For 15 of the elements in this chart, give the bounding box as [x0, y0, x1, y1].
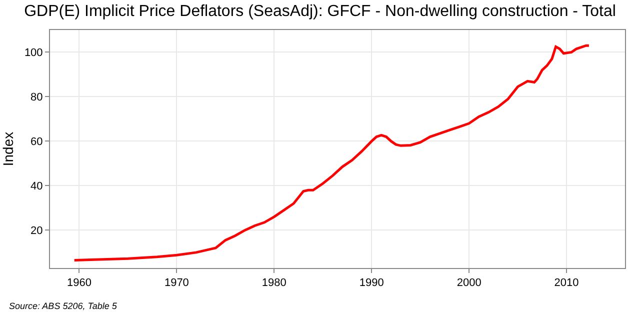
x-tick-label: 2010 — [554, 277, 579, 290]
line-series — [73, 44, 590, 262]
x-tick-label: 1990 — [359, 277, 384, 290]
y-tick-label: 80 — [30, 92, 43, 104]
x-tick-label: 1960 — [67, 277, 92, 290]
chart-title: GDP(E) Implicit Price Deflators (SeasAdj): GFCF - Non-dwelling construction - Total — [24, 3, 616, 20]
y-tick-label: 40 — [30, 180, 43, 193]
x-tick-label: 1970 — [164, 277, 189, 290]
y-tick-label: 60 — [30, 136, 43, 148]
y-tick-label: 100 — [24, 47, 43, 60]
source-note: Source: ABS 5206, Table 5 — [9, 301, 118, 311]
x-tick-label: 1980 — [262, 277, 286, 290]
y-axis-title: Index — [0, 132, 16, 166]
x-tick-label: 2000 — [456, 277, 482, 290]
y-tick-label: 20 — [30, 225, 43, 238]
